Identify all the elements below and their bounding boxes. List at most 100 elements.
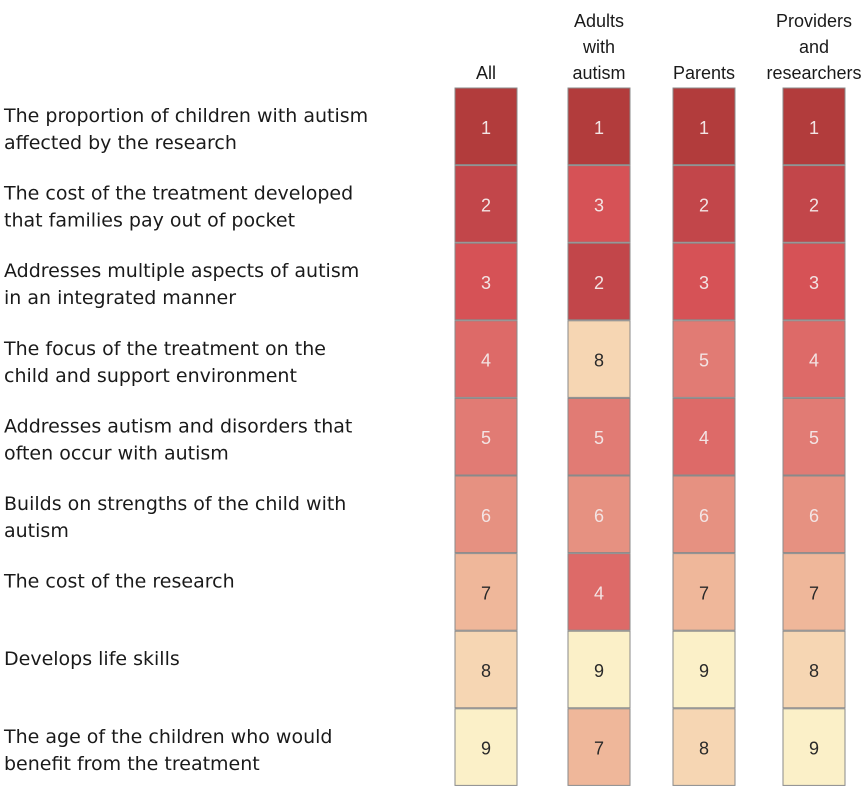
heatmap-cell-value: 6	[809, 506, 819, 526]
heatmap-cell	[454, 165, 518, 243]
heatmap-cell-value: 7	[594, 739, 604, 759]
heatmap-cell-value: 8	[699, 739, 709, 759]
heatmap-cell	[567, 553, 631, 631]
heatmap-cell-value: 3	[481, 273, 491, 293]
heatmap-cell	[567, 397, 631, 476]
heatmap-cell-value: 3	[594, 195, 604, 215]
heatmap-cell-value: 1	[699, 118, 709, 138]
heatmap-cell	[672, 397, 736, 476]
heatmap-cell-value: 8	[481, 661, 491, 681]
row-label-line: Addresses autism and disorders that	[4, 415, 352, 437]
heatmap-cell	[782, 242, 846, 321]
column-header-line: and	[799, 37, 829, 57]
heatmap-cell	[454, 87, 518, 166]
heatmap-cell-value: 7	[809, 583, 819, 603]
heatmap-cell	[567, 87, 631, 166]
heatmap-cell-value: 8	[594, 351, 604, 371]
heatmap-cell	[454, 708, 518, 786]
heatmap-cell	[782, 397, 846, 476]
heatmap-cell-value: 2	[594, 273, 604, 293]
heatmap-cell-value: 4	[699, 428, 709, 448]
heatmap-cell-value: 9	[594, 661, 604, 681]
heatmap-cell	[567, 165, 631, 243]
heatmap-cell	[454, 242, 518, 321]
heatmap-cell-value: 9	[809, 739, 819, 759]
heatmap-cell-value: 2	[699, 195, 709, 215]
row-label-line: that families pay out of pocket	[4, 210, 295, 232]
column-headers: All Adults with autism Parents Providers and re…	[476, 11, 862, 83]
heatmap-cell-value: 4	[481, 351, 491, 371]
heatmap-cell	[782, 553, 846, 631]
heatmap-cell	[454, 475, 518, 554]
heatmap-cell-value: 6	[481, 506, 491, 526]
column-header-line: Providers	[776, 11, 852, 31]
row-label-line: The age of the children who would	[3, 726, 332, 748]
heatmap-cell	[782, 708, 846, 786]
heatmap-cell	[454, 320, 518, 398]
heatmap-cells: 1 1 1 1 2 3 2 2 3 2 3 3 4 8 5 4 5 5 4 5 6 6 6 6 7 4 7 7 8 9 9 8 9 7 8 9	[454, 87, 846, 786]
heatmap-cell	[454, 397, 518, 476]
heatmap-cell-value: 5	[481, 428, 491, 448]
heatmap-cell	[567, 320, 631, 398]
heatmap-cell-value: 3	[699, 273, 709, 293]
row-label-line: benefit from the treatment	[4, 753, 260, 775]
heatmap-cell	[672, 708, 736, 786]
heatmap-cell-value: 6	[699, 506, 709, 526]
heatmap-cell	[782, 87, 846, 166]
row-label-line: The cost of the treatment developed	[3, 183, 353, 205]
heatmap-cell-value: 3	[809, 273, 819, 293]
heatmap-cell-value: 9	[481, 739, 491, 759]
row-label-line: autism	[4, 520, 69, 542]
heatmap-cell	[672, 630, 736, 709]
column-header-line: All	[476, 63, 496, 83]
heatmap-cell-value: 1	[809, 118, 819, 138]
row-label-line: The focus of the treatment on the	[3, 338, 326, 360]
row-label-line: child and support environment	[4, 365, 297, 387]
column-header-line: researchers	[766, 63, 861, 83]
column-header-line: Adults	[574, 11, 624, 31]
row-label-line: in an integrated manner	[4, 287, 236, 309]
heatmap-cell	[567, 708, 631, 786]
row-label-line: The proportion of children with autism	[3, 105, 368, 127]
row-label-line: Develops life skills	[4, 648, 180, 670]
heatmap-cell	[454, 553, 518, 631]
heatmap-cell-value: 1	[594, 118, 604, 138]
row-label-line: The cost of the research	[3, 571, 235, 593]
row-label-line: Builds on strengths of the child with	[4, 493, 346, 515]
heatmap-cell-value: 9	[699, 661, 709, 681]
heatmap-cell	[454, 630, 518, 709]
heatmap-cell	[782, 320, 846, 398]
heatmap-cell	[672, 553, 736, 631]
heatmap-cell	[672, 475, 736, 554]
row-label-line: affected by the research	[4, 132, 237, 154]
heatmap-cell-value: 8	[809, 661, 819, 681]
heatmap-cell	[782, 630, 846, 709]
heatmap-cell	[672, 320, 736, 398]
heatmap-cell-value: 4	[809, 351, 819, 371]
heatmap-cell-value: 1	[481, 118, 491, 138]
column-header-line: with	[582, 37, 615, 57]
heatmap-cell-value: 2	[481, 195, 491, 215]
heatmap-cell-value: 6	[594, 506, 604, 526]
heatmap-cell	[567, 242, 631, 321]
heatmap-cell-value: 4	[594, 583, 604, 603]
heatmap-cell-value: 2	[809, 195, 819, 215]
heatmap-cell	[782, 475, 846, 554]
row-label-line: often occur with autism	[4, 442, 229, 464]
heatmap-cell	[672, 242, 736, 321]
heatmap-cell	[672, 87, 736, 166]
row-labels: The proportion of children with autism af…	[3, 105, 368, 775]
heatmap-cell-value: 5	[809, 428, 819, 448]
heatmap-cell-value: 5	[594, 428, 604, 448]
heatmap-cell	[567, 475, 631, 554]
heatmap-cell-value: 7	[699, 583, 709, 603]
heatmap-cell-value: 5	[699, 351, 709, 371]
heatmap-cell	[782, 165, 846, 243]
heatmap-cell	[672, 165, 736, 243]
column-header-line: autism	[572, 63, 625, 83]
heatmap-cell-value: 7	[481, 583, 491, 603]
row-label-line: Addresses multiple aspects of autism	[4, 260, 359, 282]
heatmap-cell	[567, 630, 631, 709]
column-header-line: Parents	[673, 63, 735, 83]
